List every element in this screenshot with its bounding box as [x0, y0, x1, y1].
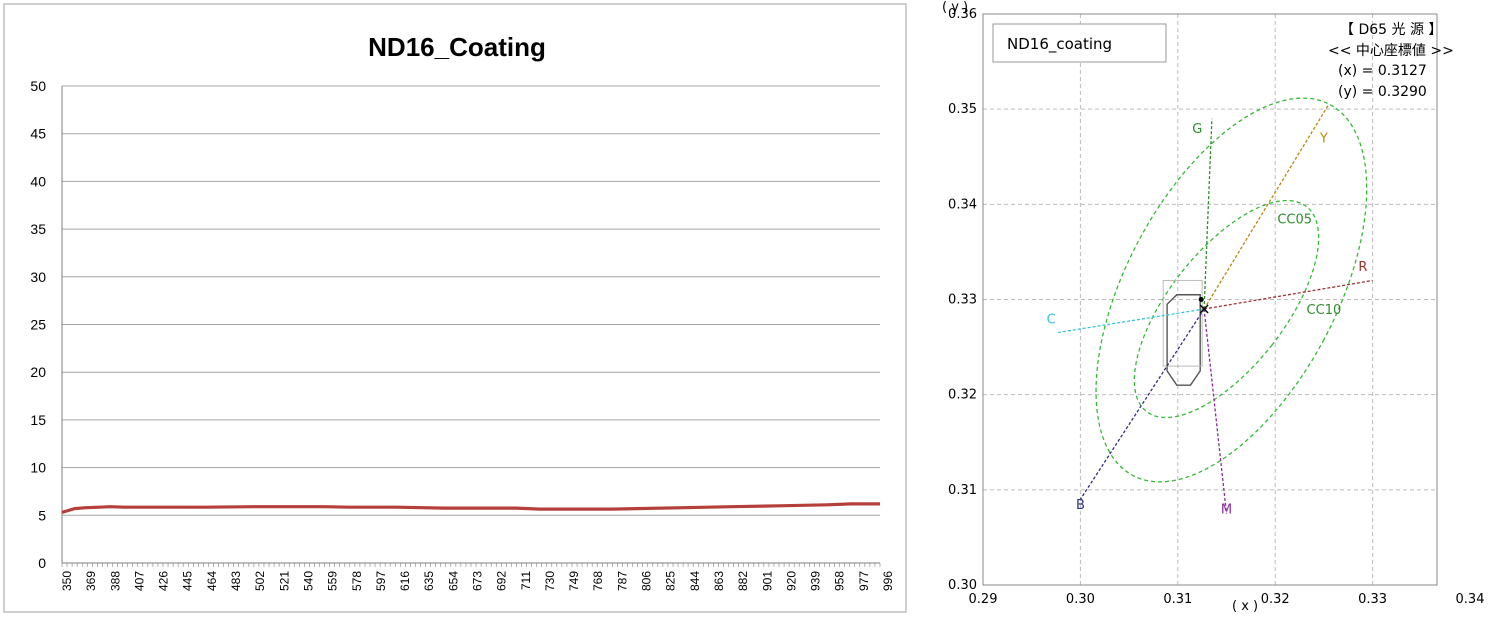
x-tick-label: 369 [84, 571, 98, 591]
axis-label-r: R [1358, 260, 1367, 275]
chart-title: ND16_Coating [368, 32, 546, 62]
y-tick-label: 50 [30, 78, 46, 94]
x-tick-label: 882 [736, 571, 750, 591]
y-tick-label: 35 [30, 221, 46, 237]
axis-label-b: B [1076, 498, 1085, 513]
y-tick-label: 20 [30, 364, 46, 380]
x-tick-label: 863 [712, 571, 726, 591]
y-tick-label: 30 [30, 269, 46, 285]
cc05-ellipse [1133, 199, 1320, 419]
x-tick-label: 388 [108, 571, 122, 591]
y-tick-label: 10 [30, 460, 46, 476]
sample-point [1198, 297, 1204, 302]
plot-border [982, 13, 1438, 586]
x-tick-label: 673 [471, 571, 485, 591]
x-tick-label: 0.30 [1066, 592, 1095, 607]
x-tick-label: 350 [60, 571, 74, 591]
axis-line-m [1203, 308, 1228, 514]
y-tick-label: 40 [30, 173, 46, 189]
x-tick-label: 768 [591, 571, 605, 591]
x-tick-label: 787 [615, 571, 629, 591]
x-tick-label: 0.33 [1358, 592, 1387, 607]
x-tick-label: 559 [326, 571, 340, 591]
x-tick-label: 464 [205, 571, 219, 591]
x-tick-label: 0.29 [969, 592, 998, 607]
white-point-marker [1199, 304, 1209, 314]
axis-line-r [1203, 279, 1373, 310]
y-tick-label: 15 [30, 412, 46, 428]
x-tick-label: 692 [495, 571, 509, 591]
annotation-line: (y) = 0.3290 [1338, 84, 1427, 100]
x-tick-label: 502 [253, 571, 267, 591]
y-tick-label: 0.34 [948, 197, 977, 212]
x-tick-label: 635 [422, 571, 436, 591]
x-tick-label: 483 [229, 571, 243, 591]
transmittance-line [61, 502, 880, 514]
axis-label-g: G [1192, 122, 1202, 137]
axis-line-c [1055, 308, 1205, 334]
chart-label-box [992, 23, 1167, 63]
x-tick-label: 749 [567, 571, 581, 591]
x-tick-label: 0.31 [1163, 592, 1192, 607]
x-tick-label: 0.34 [1456, 592, 1485, 607]
x-tick-label: 445 [181, 571, 195, 591]
y-tick-label: 45 [30, 126, 46, 142]
x-tick-label: 597 [374, 571, 388, 591]
y-axis-label: ( y ) [942, 0, 968, 15]
y-tick-label: 25 [30, 317, 46, 333]
x-tick-label: 977 [857, 571, 871, 591]
chart-frame [3, 3, 907, 613]
y-tick-label: 0.32 [948, 388, 977, 403]
chromaticity-panel: 0.30 0.31 0.32 0.33 0.34 0.35 0.36 0.29 0.30 0.3… [930, 0, 1490, 618]
x-tick-label: 521 [277, 571, 291, 591]
x-tick-label: 996 [881, 571, 895, 591]
y-tick-label: 0.31 [948, 483, 977, 498]
x-tick-label: 540 [301, 571, 315, 591]
x-tick-label: 958 [833, 571, 847, 591]
chromaticity-diagram: 0.300.310.320.330.340.350.36 0.29 0.30 0.3… [942, 0, 1485, 614]
y-tick-label: 0 [38, 555, 46, 571]
annotation-line: 【 D65 光 源 】 [1340, 22, 1442, 38]
x-tick-label: 920 [784, 571, 798, 591]
annotation-line: (x) = 0.3127 [1338, 63, 1427, 79]
x-tick-label: 578 [350, 571, 364, 591]
spectral-chart-panel: ND16_Coating 0 5 10 15 20 25 30 35 40 45 50 350 369… [3, 3, 907, 613]
y-tick-label: 0.36 [948, 7, 977, 22]
axis-line-b [1079, 308, 1205, 500]
x-tick-label: 654 [446, 571, 460, 591]
x-tick-label: 844 [688, 571, 702, 591]
axis-label-y: Y [1319, 131, 1328, 146]
x-tick-label: 426 [157, 571, 171, 591]
annotation-line: << 中心座標値 >> [1328, 43, 1454, 59]
y-tick-label: 0.35 [948, 102, 977, 117]
y-tick-label: 0.30 [948, 578, 977, 593]
tolerance-octagon [1166, 294, 1201, 386]
x-tick-label: 901 [760, 571, 774, 591]
x-tick-label: 616 [398, 571, 412, 591]
ellipse-label-cc05: CC05 [1277, 212, 1312, 227]
x-tick-label: 0.32 [1261, 592, 1290, 607]
axis-label-c: C [1047, 312, 1056, 327]
x-axis-label: ( x ) [1232, 599, 1258, 614]
x-tick-label: 939 [809, 571, 823, 591]
y-tick-label: 0.33 [948, 293, 977, 308]
chart-label: ND16_coating [1007, 35, 1112, 54]
x-tick-label: 407 [132, 571, 146, 591]
x-tick-label: 711 [519, 571, 533, 590]
tolerance-box [1162, 279, 1203, 367]
x-tick-label: 806 [640, 571, 654, 591]
x-tick-label: 825 [664, 571, 678, 591]
axis-label-m: M [1221, 503, 1232, 518]
x-tick-label: 730 [543, 571, 557, 591]
axis-line-g [1203, 118, 1213, 310]
y-tick-label: 5 [38, 507, 46, 523]
cc10-ellipse [1095, 97, 1368, 483]
ellipse-label-cc10: CC10 [1307, 303, 1342, 318]
spectral-line-chart: ND16_Coating 0 5 10 15 20 25 30 35 40 45 50 350 369… [3, 3, 907, 613]
